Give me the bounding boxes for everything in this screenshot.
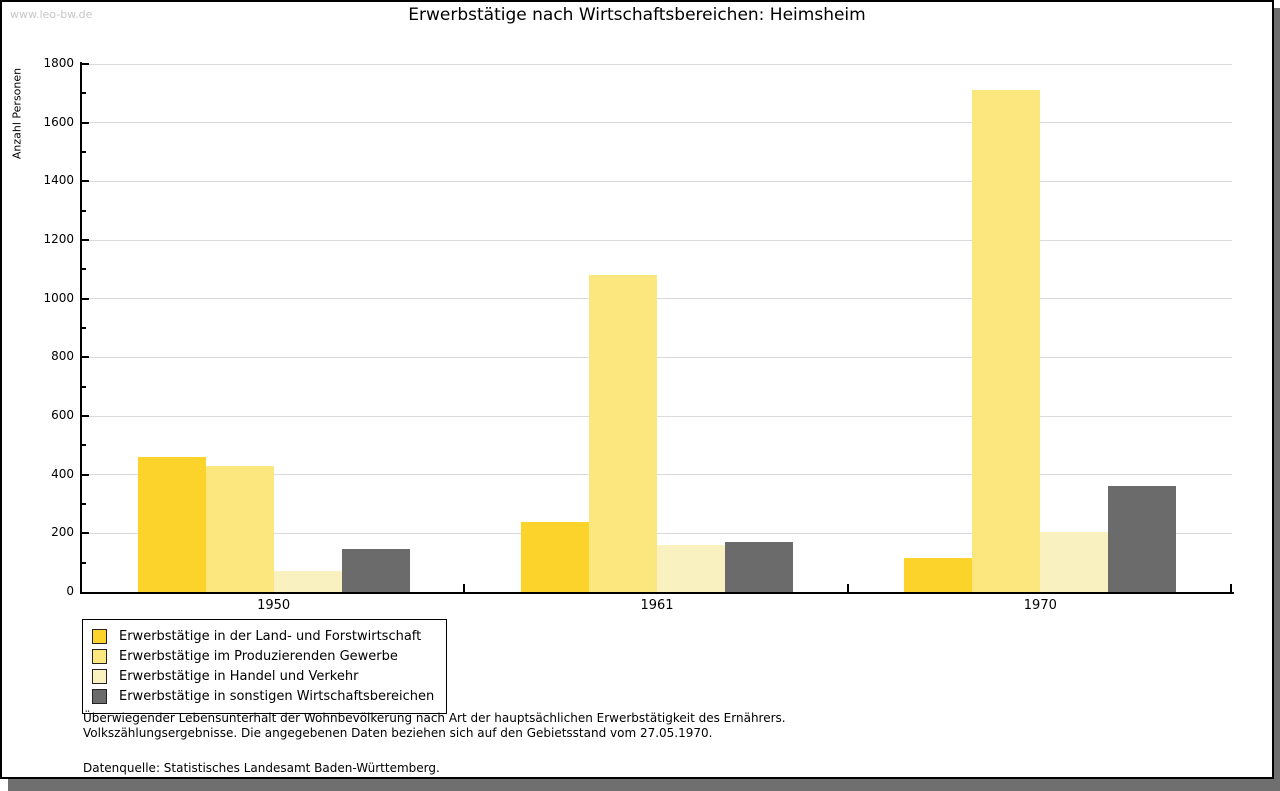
bar-1961-series-1 (521, 521, 589, 592)
y-axis-tick (82, 561, 86, 564)
y-axis-tick (82, 532, 89, 535)
chart-title: Erwerbstätige nach Wirtschaftsbereichen:… (408, 5, 866, 25)
legend-item: Erwerbstätige in Handel und Verkehr (92, 666, 434, 686)
y-axis-tick (82, 92, 86, 95)
footnote-line-2: Volkszählungsergebnisse. Die angegebenen… (83, 725, 713, 740)
legend-label: Erwerbstätige in Handel und Verkehr (119, 668, 359, 684)
x-tick-label: 1950 (257, 598, 291, 613)
footnote-line-1: Überwiegender Lebensunterhalt der Wohnbe… (83, 711, 786, 725)
legend-item: Erwerbstätige in sonstigen Wirtschaftsbe… (92, 686, 434, 706)
gridline (82, 122, 1232, 124)
y-axis-tick (82, 385, 86, 388)
gridline (82, 180, 1232, 182)
y-axis-tick (82, 268, 86, 271)
x-axis-tick (463, 584, 466, 592)
legend-swatch-icon (92, 628, 107, 644)
bar-1950-series-1 (137, 457, 206, 592)
footnotes: Überwiegender Lebensunterhalt der Wohnbe… (83, 711, 786, 776)
card-shadow-bottom (8, 779, 1280, 791)
footnote-source: Datenquelle: Statistisches Landesamt Bad… (83, 761, 440, 775)
x-axis-line (80, 592, 1234, 594)
y-axis-tick (82, 151, 86, 153)
bar-1970-series-2 (972, 90, 1041, 592)
y-tick-label: 800 (51, 349, 74, 364)
y-axis-title: Anzahl Personen (10, 67, 24, 160)
legend-item: Erwerbstätige im Produzierenden Gewerbe (92, 646, 434, 666)
y-axis-tick (82, 473, 89, 476)
y-axis-tick (82, 63, 89, 65)
card-shadow-right (1274, 8, 1280, 791)
legend-label: Erwerbstätige in sonstigen Wirtschaftsbe… (119, 688, 435, 704)
y-axis-tick (82, 121, 89, 124)
bar-1961-series-2 (589, 275, 657, 592)
y-tick-label: 0 (66, 584, 74, 598)
gridline (82, 239, 1232, 241)
bar-1950-series-4 (341, 549, 410, 592)
legend-swatch-icon (92, 688, 107, 704)
y-axis-line (80, 62, 82, 594)
y-axis-tick (82, 503, 86, 505)
bar-1961-series-3 (657, 545, 725, 592)
legend-swatch-icon (92, 648, 107, 664)
y-tick-label: 400 (51, 466, 74, 481)
gridline (82, 298, 1232, 300)
gridline (82, 532, 1232, 534)
y-axis-tick (82, 209, 86, 212)
y-axis-tick (82, 297, 89, 300)
y-axis-tick (82, 415, 89, 417)
gridline (82, 474, 1232, 476)
legend-label: Erwerbstätige in der Land- und Forstwirt… (119, 628, 422, 644)
watermark-url: www.leo-bw.de (10, 8, 93, 21)
gridline (82, 356, 1232, 358)
x-axis-tick (846, 584, 849, 592)
y-tick-label: 1400 (43, 173, 74, 188)
plot-area (82, 63, 1232, 592)
bar-1970-series-4 (1108, 486, 1177, 592)
y-axis-tick (82, 327, 86, 329)
y-tick-label: 1600 (43, 114, 74, 129)
y-tick-label: 1800 (43, 56, 74, 70)
gridline (82, 63, 1232, 65)
gridline (82, 415, 1232, 417)
legend-item: Erwerbstätige in der Land- und Forstwirt… (92, 626, 434, 646)
y-tick-label: 600 (51, 408, 74, 422)
legend-swatch-icon (92, 668, 107, 684)
y-tick-label: 1000 (43, 290, 74, 305)
x-axis-tick (1230, 584, 1232, 592)
bar-1950-series-3 (273, 571, 342, 592)
y-axis-tick (82, 444, 86, 447)
bar-1961-series-4 (725, 542, 793, 592)
bar-1970-series-1 (904, 558, 973, 592)
legend-box: Erwerbstätige in der Land- und Forstwirt… (82, 619, 448, 714)
y-axis-tick (82, 239, 89, 241)
legend-label: Erwerbstätige im Produzierenden Gewerbe (119, 648, 398, 664)
x-tick-label: 1961 (640, 598, 674, 613)
x-tick-label: 1970 (1023, 598, 1057, 613)
y-tick-label: 1200 (43, 232, 74, 246)
y-axis-tick (82, 180, 89, 183)
bar-1970-series-3 (1040, 531, 1109, 592)
bar-1950-series-2 (205, 465, 274, 592)
y-axis-tick (82, 356, 89, 359)
y-tick-label: 200 (51, 525, 74, 540)
